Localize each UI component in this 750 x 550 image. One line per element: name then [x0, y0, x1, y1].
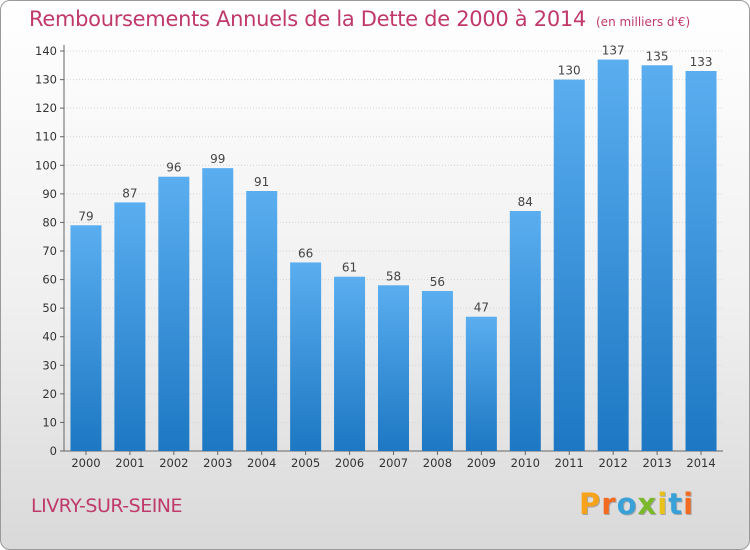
logo-letter: r	[601, 487, 617, 521]
bar	[597, 59, 629, 451]
logo-letter: x	[637, 487, 658, 521]
bar-chart: 0 10 20 30 40 50 60 70 80 90 100 110 120 130 140 79 2000…	[35, 44, 723, 470]
x-tick-label: 2008	[423, 456, 452, 470]
logo-letter: t	[668, 487, 684, 521]
bar	[378, 285, 409, 451]
data-label: 91	[254, 175, 269, 189]
bar	[158, 176, 190, 451]
y-tick-label: 130	[35, 73, 57, 87]
bar	[70, 225, 102, 451]
x-tick-label: 2000	[71, 456, 100, 470]
data-label: 56	[430, 275, 445, 289]
x-tick-label: 2003	[203, 456, 232, 470]
logo-letter: i	[657, 487, 669, 521]
data-label: 58	[386, 269, 401, 283]
y-tick-label: 30	[42, 358, 57, 372]
y-tick-label: 10	[42, 415, 57, 429]
x-tick-label: 2014	[686, 456, 715, 470]
x-tick-label: 2006	[335, 456, 364, 470]
y-tick-label: 60	[42, 273, 57, 287]
city-name: LIVRY-SUR-SEINE	[31, 495, 183, 517]
y-tick-label: 100	[35, 158, 57, 172]
bar	[334, 276, 366, 451]
y-tick-label: 90	[42, 187, 57, 201]
data-label: 96	[166, 161, 181, 175]
x-tick-label: 2010	[511, 456, 540, 470]
y-tick-label: 140	[35, 44, 57, 58]
bar	[421, 291, 453, 451]
data-label: 87	[122, 186, 137, 200]
x-tick-label: 2011	[555, 456, 584, 470]
x-tick-label: 2005	[291, 456, 320, 470]
y-tick-label: 70	[42, 244, 57, 258]
data-label: 130	[558, 64, 581, 78]
data-label: 79	[78, 209, 93, 223]
bar	[509, 211, 541, 451]
bar	[202, 168, 234, 451]
logo-letter: i	[683, 487, 695, 521]
data-label: 135	[646, 49, 669, 63]
y-tick-label: 40	[42, 330, 57, 344]
bar	[246, 191, 278, 451]
data-label: 137	[602, 44, 625, 58]
chart-title: Remboursements Annuels de la Dette de 20…	[29, 7, 690, 31]
proxiti-logo: Proxiti	[579, 487, 694, 521]
x-tick-label: 2013	[642, 456, 671, 470]
bar	[685, 71, 717, 451]
x-tick-label: 2007	[379, 456, 408, 470]
bar	[290, 262, 322, 451]
y-tick-label: 20	[42, 387, 57, 401]
bar	[465, 316, 497, 451]
y-tick-label: 120	[35, 101, 57, 115]
x-tick-label: 2012	[599, 456, 628, 470]
y-tick-label: 50	[42, 301, 57, 315]
chart-subtitle: (en milliers d'€)	[596, 15, 691, 29]
y-tick-label: 110	[35, 130, 57, 144]
data-label: 61	[342, 261, 357, 275]
x-tick-label: 2002	[159, 456, 188, 470]
chart-title-text: Remboursements Annuels de la Dette de 20…	[29, 7, 586, 31]
bar	[553, 79, 585, 452]
bar	[641, 65, 673, 452]
data-label: 66	[298, 246, 313, 260]
data-label: 47	[474, 301, 489, 315]
data-label: 84	[518, 195, 533, 209]
data-label: 99	[210, 152, 225, 166]
x-tick-label: 2001	[115, 456, 144, 470]
logo-letter: P	[579, 487, 602, 521]
bar	[114, 202, 146, 451]
x-tick-label: 2009	[467, 456, 496, 470]
logo-letter: o	[616, 487, 638, 521]
data-label: 133	[690, 55, 713, 69]
x-tick-label: 2004	[247, 456, 276, 470]
y-tick-label: 80	[42, 215, 57, 229]
y-tick-label: 0	[50, 444, 57, 458]
